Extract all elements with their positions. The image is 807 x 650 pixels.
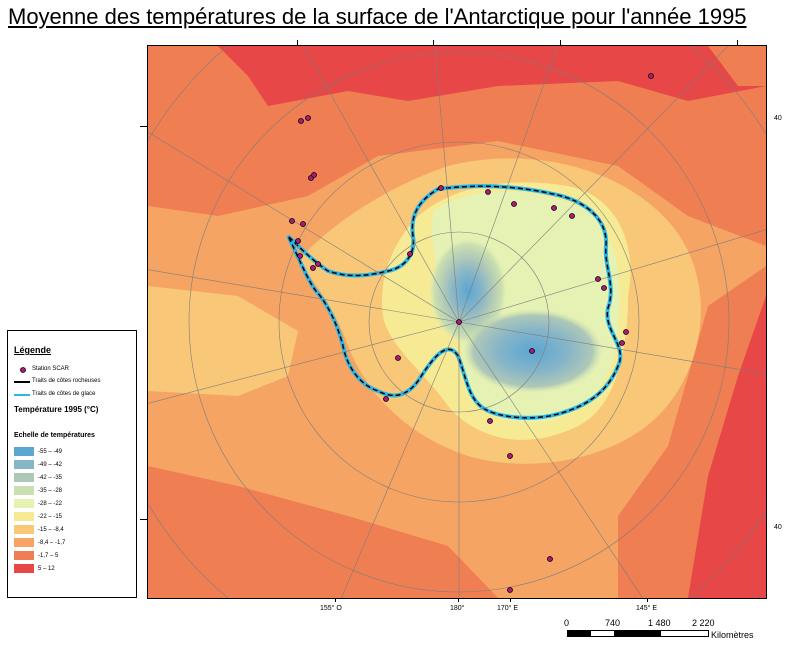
left-tick: [140, 519, 147, 520]
temperature-map: [148, 46, 766, 598]
swatch-label: -1,7 – 5: [38, 553, 59, 559]
station-markers: [289, 73, 654, 593]
swatch-label: -8,4 – -1,7: [38, 540, 66, 546]
swatch: [14, 460, 34, 469]
longitude-label: 155° O: [320, 605, 342, 612]
hot-zone-east: [688, 296, 766, 598]
ice-coast-legend-line: [14, 394, 30, 396]
longitude-label: 145° E: [636, 605, 658, 612]
swatch: [14, 486, 34, 495]
legend-station-label: Station SCAR: [32, 366, 70, 372]
latitude-label: 40: [774, 115, 782, 122]
rock-coastline: [287, 185, 621, 419]
bottom-tick: [647, 597, 648, 602]
swatch-label: -22 – -15: [38, 514, 63, 520]
scale-tick-label: 740: [605, 618, 621, 628]
swatch: [14, 525, 34, 534]
scale-segment: [591, 631, 614, 636]
graticule: [148, 46, 766, 598]
hot-zone-north: [218, 46, 766, 106]
swatch-label: 5 – 12: [38, 566, 55, 572]
swatch-label: -28 – -22: [38, 501, 63, 507]
top-tick: [737, 40, 738, 45]
swatch: [14, 447, 34, 456]
legend-scale-title: Echelle de températures: [14, 432, 95, 439]
top-tick: [560, 40, 561, 45]
scale-tick-label: 1 480: [648, 618, 671, 628]
rock-coast-legend-line: [14, 381, 30, 383]
legend-title: Légende: [14, 345, 52, 355]
map-frame[interactable]: [147, 45, 767, 599]
left-tick: [140, 126, 147, 127]
warm-zone-ne: [708, 46, 766, 86]
warm-zone-southwest: [148, 466, 498, 598]
legend-subtitle: Température 1995 (°C): [14, 405, 99, 414]
swatch-label: -55 – -49: [38, 449, 63, 455]
legend-rock-coast-label: Traits de côtes rocheuses: [32, 378, 101, 384]
longitude-label: 170° E: [497, 605, 519, 612]
scale-segment: [568, 631, 591, 636]
bottom-tick: [458, 597, 459, 602]
swatch: [14, 538, 34, 547]
swatch-label: -49 – -42: [38, 462, 63, 468]
scale-tick-label: 2 220: [692, 618, 715, 628]
bottom-tick: [335, 597, 336, 602]
cool-zone-west: [148, 286, 298, 396]
scale-tick-label: 0: [564, 618, 570, 628]
legend-ice-coast-label: Traits de côtes de glace: [32, 391, 96, 397]
swatch: [14, 551, 34, 560]
scale-bar: [567, 630, 709, 637]
latitude-label: 40: [774, 524, 782, 531]
top-tick: [297, 40, 298, 45]
longitude-label: 180°: [450, 605, 465, 612]
map-title: Moyenne des températures de la surface d…: [8, 4, 747, 29]
swatch: [14, 564, 34, 573]
swatch: [14, 499, 34, 508]
top-tick: [433, 40, 434, 45]
station-legend-icon: [20, 367, 26, 373]
scale-segment: [661, 631, 708, 636]
scale-segment: [614, 631, 661, 636]
swatch: [14, 512, 34, 521]
swatch: [14, 473, 34, 482]
scale-unit-label: Kilomètres: [711, 630, 754, 640]
swatch-label: -35 – -28: [38, 488, 63, 494]
swatch-label: -15 – -8,4: [38, 527, 64, 533]
map-legend: Légende Station SCAR Traits de côtes roc…: [7, 330, 137, 598]
swatch-label: -42 – -35: [38, 475, 63, 481]
bottom-tick: [510, 597, 511, 602]
cold-core-west: [428, 236, 508, 346]
